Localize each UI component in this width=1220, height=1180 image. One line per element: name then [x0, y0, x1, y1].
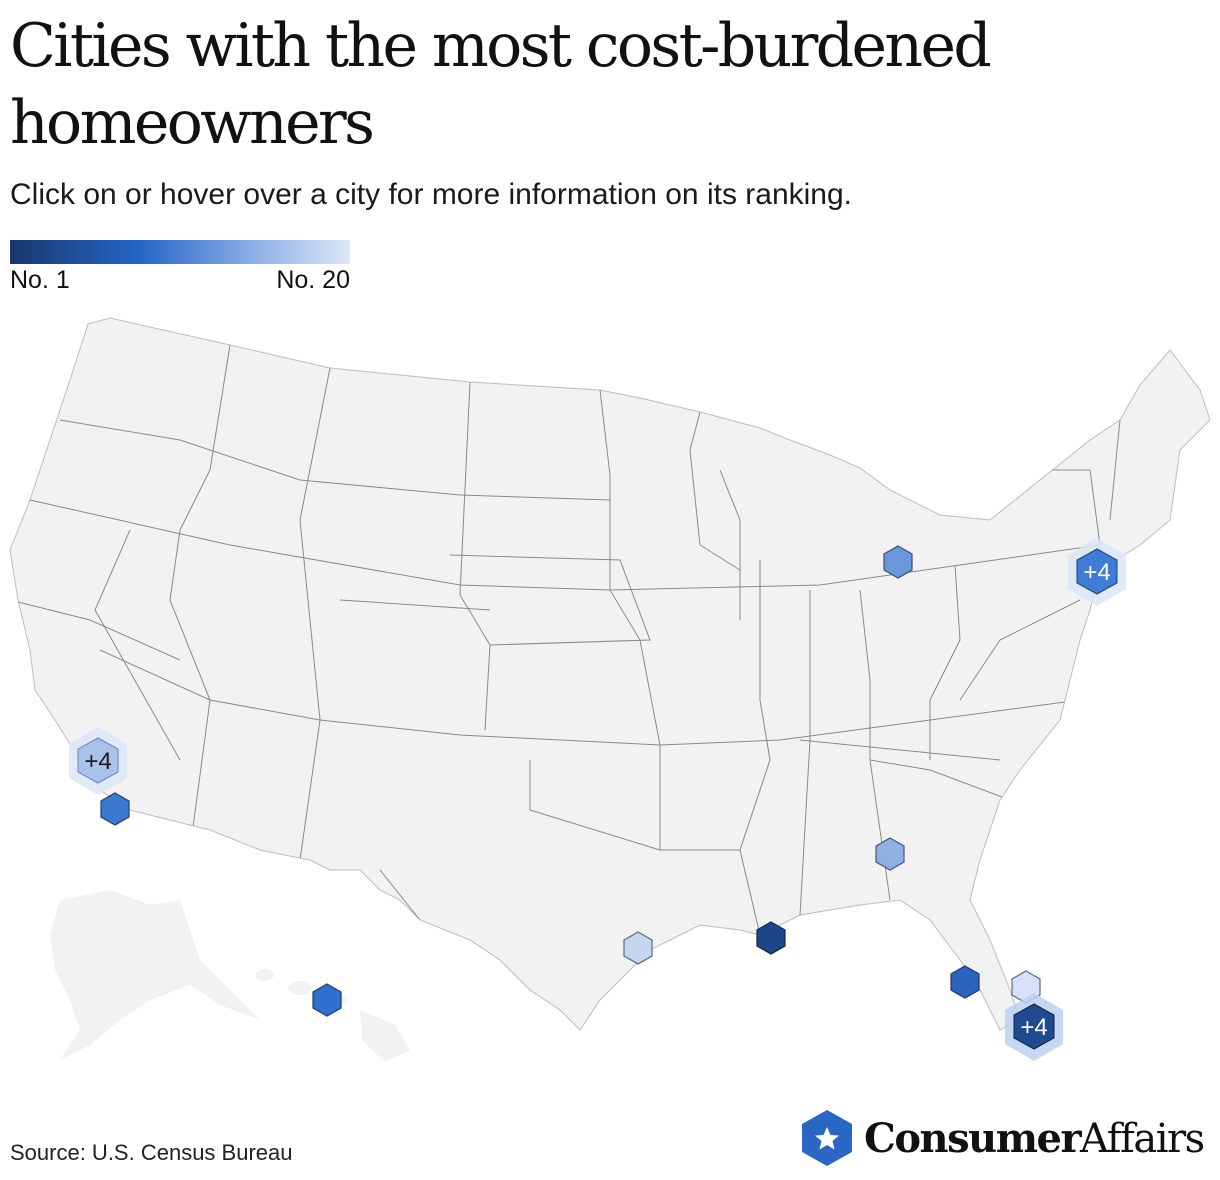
star-hexagon-icon	[802, 1110, 852, 1166]
map-marker-new-orleans[interactable]	[756, 921, 786, 955]
map-marker-miami-cluster[interactable]: +4	[1005, 993, 1063, 1061]
map-marker-detroit[interactable]	[883, 545, 913, 579]
brand-logo: ConsumerAffairs	[800, 1108, 1205, 1168]
us-map: +4 +4	[9, 317, 1211, 1062]
source-note: Source: U.S. Census Bureau	[10, 1140, 293, 1165]
color-legend: No. 1 No. 20	[10, 240, 350, 295]
map-marker-atlanta[interactable]	[875, 837, 905, 871]
legend-low-label: No. 20	[276, 266, 350, 294]
brand-name-bold: Consumer	[864, 1114, 1082, 1162]
cluster-label: +4	[84, 748, 111, 775]
brand-name-regular: Affairs	[1080, 1115, 1205, 1162]
land	[9, 317, 1211, 1062]
brand-name: ConsumerAffairs	[864, 1114, 1205, 1162]
contiguous-us-shape	[9, 317, 1211, 1031]
map-marker-honolulu[interactable]	[312, 983, 342, 1017]
cluster-label: +4	[1020, 1014, 1047, 1041]
map-marker-los-angeles-cluster[interactable]: +4	[69, 727, 127, 795]
legend-high-label: No. 1	[10, 266, 70, 294]
hawaii-shape	[256, 969, 410, 1062]
state-borders	[10, 344, 1121, 936]
alaska-shape	[50, 890, 260, 1060]
map-marker-tampa[interactable]	[950, 965, 980, 999]
legend-gradient-bar	[10, 240, 350, 264]
map-marker-new-york-cluster[interactable]: +4	[1068, 538, 1126, 606]
map-marker-san-diego[interactable]	[100, 792, 130, 826]
subtitle: Click on or hover over a city for more i…	[10, 178, 853, 211]
cluster-label: +4	[1083, 559, 1110, 586]
map-marker-houston[interactable]	[623, 931, 653, 965]
page-title: Cities with the most cost-burdened homeo…	[10, 11, 992, 158]
